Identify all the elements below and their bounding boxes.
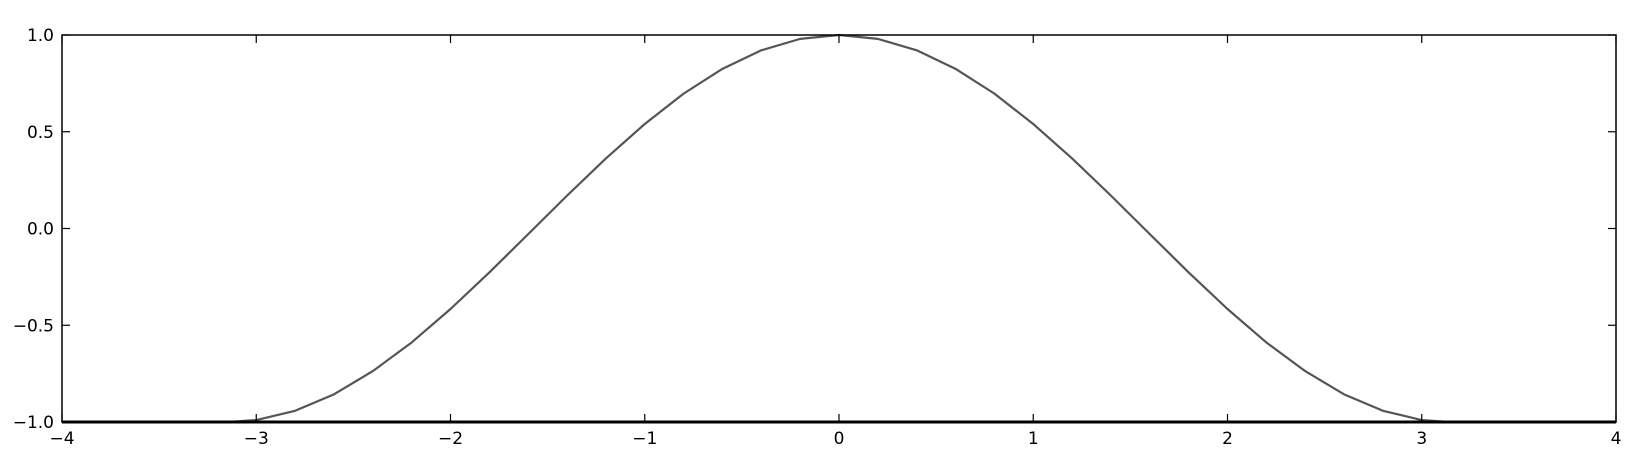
x-tick-label: 3 — [1416, 429, 1427, 449]
x-tick-label: −3 — [244, 429, 269, 449]
y-tick-label: 0.5 — [27, 123, 54, 143]
y-tick-label: −0.5 — [13, 316, 54, 336]
x-tick-label: 0 — [834, 429, 845, 449]
plot-frame — [61, 34, 1617, 423]
x-tick-label: 4 — [1611, 429, 1622, 449]
series-layer — [228, 33, 1450, 424]
x-tick-label: −4 — [49, 429, 74, 449]
x-tick-label: 1 — [1028, 429, 1039, 449]
series-line-0 — [228, 33, 1450, 424]
x-tick-label: 2 — [1222, 429, 1233, 449]
y-tick-label: 1.0 — [27, 26, 54, 46]
y-tick-label: 0.0 — [27, 220, 54, 240]
ticks-layer — [61, 34, 1617, 423]
x-tick-label: −2 — [438, 429, 463, 449]
x-tick-label: −1 — [632, 429, 657, 449]
tick-labels-layer: −4 −3 −2 −1 0 1 2 3 4 −1.0 −0.5 0.0 0.5 1.0 — [13, 26, 1622, 449]
y-tick-label: −1.0 — [13, 413, 54, 433]
